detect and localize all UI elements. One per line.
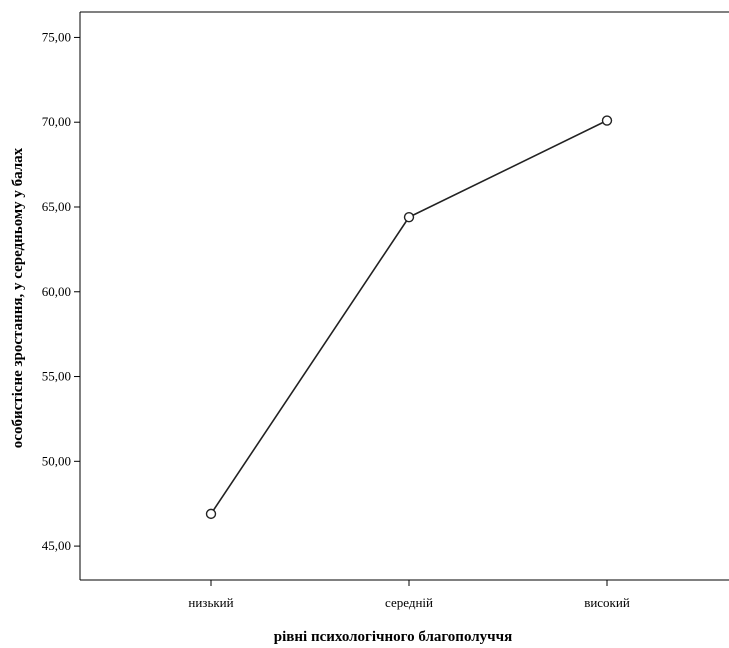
y-tick-label: 45,00 — [42, 538, 71, 553]
y-tick-label: 70,00 — [42, 114, 71, 129]
data-point — [403, 211, 415, 223]
y-tick-label: 65,00 — [42, 199, 71, 214]
y-tick-label: 75,00 — [42, 29, 71, 44]
y-tick-label: 50,00 — [42, 453, 71, 468]
plot-frame — [79, 11, 729, 581]
y-tick-label: 60,00 — [42, 284, 71, 299]
y-axis-title: особистісне зростання, у середньому у ба… — [10, 147, 26, 448]
x-tick-label: середній — [385, 595, 433, 610]
x-axis-title: рівні психологічного благополуччя — [274, 629, 512, 645]
x-tick-label: високий — [584, 595, 630, 610]
data-point — [205, 508, 217, 520]
series-layer — [205, 115, 613, 520]
y-axis-ticks: 45,00 50,00 55,00 60,00 65,00 70,00 75,00 — [42, 29, 80, 553]
x-axis-ticks: низький середній високий — [188, 580, 630, 610]
data-point — [601, 115, 613, 126]
x-tick-label: низький — [188, 595, 233, 610]
y-tick-label: 55,00 — [42, 369, 71, 384]
